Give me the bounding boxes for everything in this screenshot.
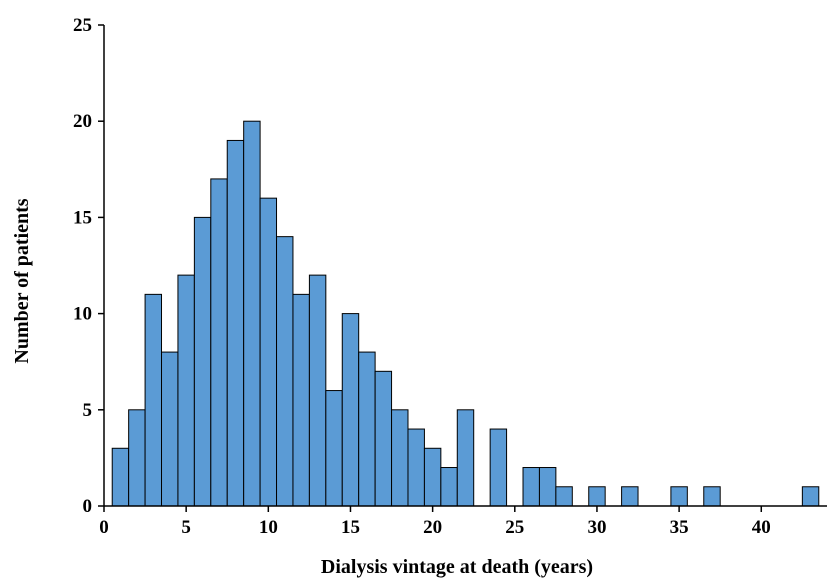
histogram-bar	[145, 294, 161, 506]
histogram-bar	[112, 448, 128, 506]
bars-group	[112, 121, 819, 506]
histogram-bar	[704, 487, 720, 506]
x-tick-label: 0	[99, 517, 109, 538]
histogram-bar	[244, 121, 260, 506]
histogram-bar	[457, 410, 473, 506]
histogram-bar	[523, 468, 539, 506]
histogram-bar	[441, 468, 457, 506]
y-tick-label: 20	[73, 111, 92, 132]
x-axis-label: Dialysis vintage at death (years)	[321, 556, 593, 578]
histogram-bar	[129, 410, 145, 506]
histogram-bar	[802, 487, 818, 506]
x-tick-label: 30	[587, 517, 606, 538]
histogram-bar	[539, 468, 555, 506]
histogram-bar	[342, 314, 358, 506]
x-tick-label: 5	[181, 517, 191, 538]
x-tick-label: 40	[752, 517, 771, 538]
x-tick-label: 10	[259, 517, 278, 538]
x-tick-label: 20	[423, 517, 442, 538]
histogram-bar	[260, 198, 276, 506]
histogram-bar	[309, 275, 325, 506]
histogram-bar	[490, 429, 506, 506]
histogram-bar	[375, 371, 391, 506]
histogram-bar	[211, 179, 227, 506]
x-tick-label: 15	[341, 517, 360, 538]
histogram-bar	[277, 237, 293, 506]
y-tick-label: 15	[73, 207, 92, 228]
y-tick-label: 10	[73, 304, 92, 325]
histogram-bar	[162, 352, 178, 506]
histogram-bar	[424, 448, 440, 506]
histogram-bar	[556, 487, 572, 506]
histogram-bar	[408, 429, 424, 506]
x-tick-label: 25	[505, 517, 524, 538]
histogram-bar	[194, 217, 210, 506]
y-axis-label: Number of patients	[11, 198, 33, 363]
histogram-bar	[589, 487, 605, 506]
y-tick-label: 0	[83, 496, 93, 517]
histogram-bar	[622, 487, 638, 506]
histogram-bar	[326, 391, 342, 506]
y-tick-label: 5	[83, 400, 93, 421]
y-tick-label: 25	[73, 15, 92, 36]
histogram-bar	[671, 487, 687, 506]
histogram-bar	[178, 275, 194, 506]
histogram-bar	[359, 352, 375, 506]
histogram-bar	[392, 410, 408, 506]
histogram-bar	[293, 294, 309, 506]
x-axis-ticks: 0 5 10 15 20 25 30 35 40	[99, 506, 771, 538]
histogram-bar	[227, 140, 243, 506]
y-axis-ticks: 0 5 10 15 20 25	[73, 15, 104, 517]
x-tick-label: 35	[670, 517, 689, 538]
